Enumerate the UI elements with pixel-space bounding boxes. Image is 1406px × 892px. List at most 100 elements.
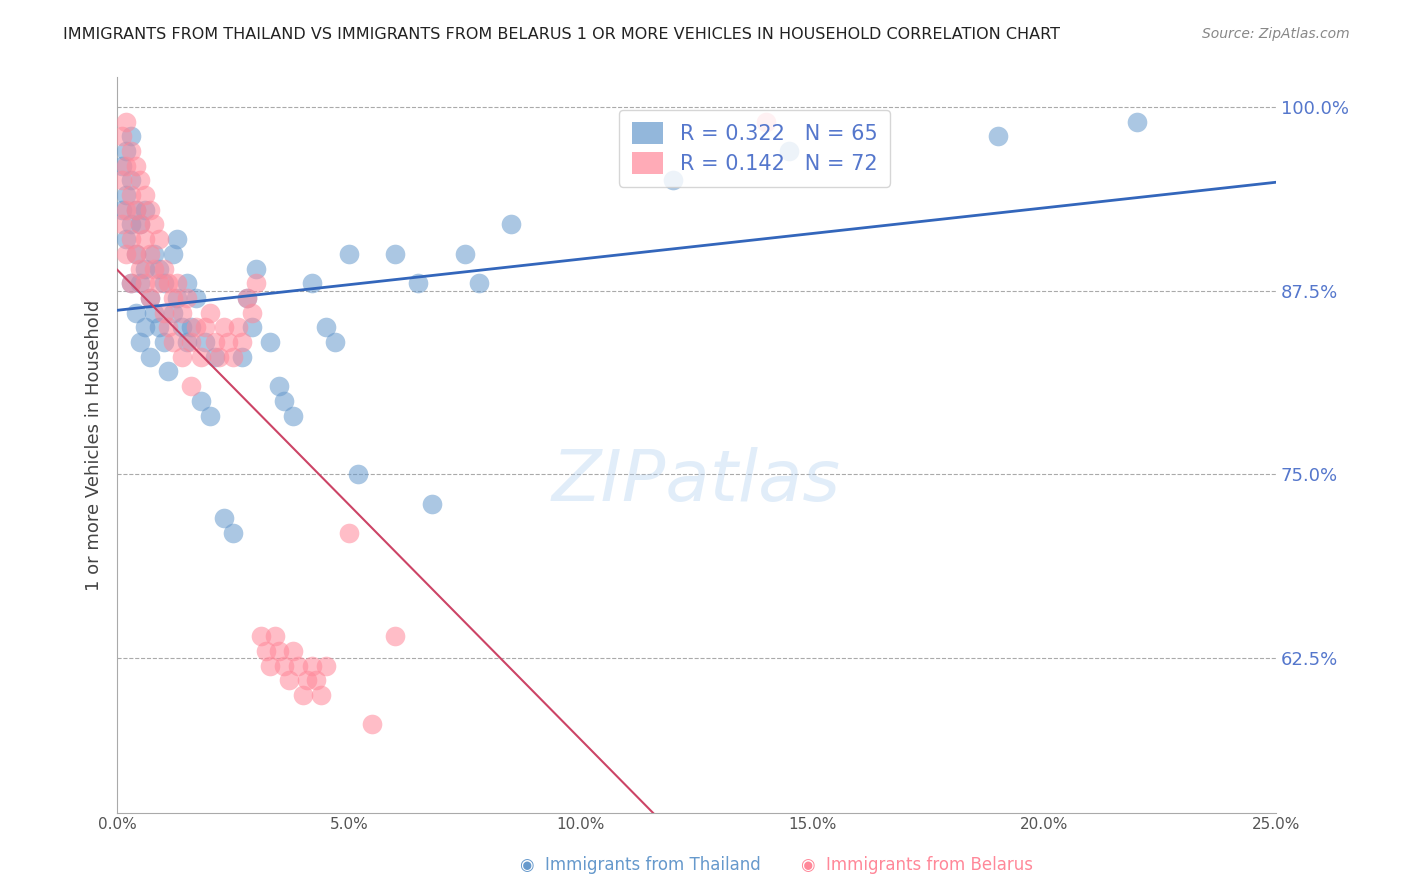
Point — [134, 188, 156, 202]
Text: ◉  Immigrants from Belarus: ◉ Immigrants from Belarus — [801, 856, 1033, 874]
Point — [176, 291, 198, 305]
Point — [115, 144, 138, 158]
Point — [240, 306, 263, 320]
Y-axis label: 1 or more Vehicles in Household: 1 or more Vehicles in Household — [86, 300, 103, 591]
Point — [337, 526, 360, 541]
Point — [361, 717, 384, 731]
Point — [120, 188, 142, 202]
Point — [166, 232, 188, 246]
Point — [315, 320, 337, 334]
Point — [176, 334, 198, 349]
Point — [162, 247, 184, 261]
Point — [134, 232, 156, 246]
Point — [180, 334, 202, 349]
Point — [273, 658, 295, 673]
Point — [120, 129, 142, 144]
Point — [301, 658, 323, 673]
Point — [162, 306, 184, 320]
Point — [198, 306, 221, 320]
Point — [125, 306, 148, 320]
Point — [236, 291, 259, 305]
Point — [297, 673, 319, 688]
Point — [125, 247, 148, 261]
Point — [236, 291, 259, 305]
Point — [157, 364, 180, 378]
Point — [120, 232, 142, 246]
Point — [291, 688, 314, 702]
Point — [111, 173, 134, 187]
Point — [125, 202, 148, 217]
Point — [194, 320, 217, 334]
Point — [152, 306, 174, 320]
Point — [212, 511, 235, 525]
Point — [662, 173, 685, 187]
Point — [125, 202, 148, 217]
Point — [204, 350, 226, 364]
Point — [269, 644, 291, 658]
Point — [152, 334, 174, 349]
Point — [501, 218, 523, 232]
Point — [212, 320, 235, 334]
Point — [143, 306, 166, 320]
Point — [129, 218, 152, 232]
Point — [125, 247, 148, 261]
Point — [208, 350, 231, 364]
Point — [315, 658, 337, 673]
Point — [120, 277, 142, 291]
Point — [115, 232, 138, 246]
Point — [301, 277, 323, 291]
Point — [194, 334, 217, 349]
Point — [240, 320, 263, 334]
Point — [277, 673, 299, 688]
Point — [273, 393, 295, 408]
Point — [184, 320, 207, 334]
Point — [120, 277, 142, 291]
Text: ZIPatlas: ZIPatlas — [553, 447, 841, 516]
Point — [111, 129, 134, 144]
Point — [111, 202, 134, 217]
Point — [263, 629, 285, 643]
Point — [259, 334, 281, 349]
Point — [166, 291, 188, 305]
Point — [111, 159, 134, 173]
Point — [115, 188, 138, 202]
Point — [138, 291, 160, 305]
Point — [143, 247, 166, 261]
Point — [129, 277, 152, 291]
Point — [152, 261, 174, 276]
Point — [778, 144, 800, 158]
Text: Source: ZipAtlas.com: Source: ZipAtlas.com — [1202, 27, 1350, 41]
Point — [254, 644, 277, 658]
Point — [337, 247, 360, 261]
Point — [157, 277, 180, 291]
Point — [226, 320, 249, 334]
Point — [987, 129, 1010, 144]
Point — [198, 409, 221, 423]
Point — [115, 202, 138, 217]
Point — [111, 218, 134, 232]
Point — [190, 350, 212, 364]
Point — [143, 261, 166, 276]
Point — [138, 291, 160, 305]
Point — [217, 334, 239, 349]
Point — [134, 320, 156, 334]
Point — [222, 526, 245, 541]
Point — [134, 277, 156, 291]
Point — [283, 644, 305, 658]
Point — [231, 350, 253, 364]
Point — [129, 334, 152, 349]
Point — [172, 320, 194, 334]
Point — [1126, 114, 1149, 128]
Point — [134, 202, 156, 217]
Point — [120, 218, 142, 232]
Point — [148, 277, 170, 291]
Point — [287, 658, 309, 673]
Point — [138, 350, 160, 364]
Point — [152, 277, 174, 291]
Point — [245, 261, 267, 276]
Point — [172, 350, 194, 364]
Point — [222, 350, 245, 364]
Point — [269, 379, 291, 393]
Point — [115, 247, 138, 261]
Point — [384, 629, 406, 643]
